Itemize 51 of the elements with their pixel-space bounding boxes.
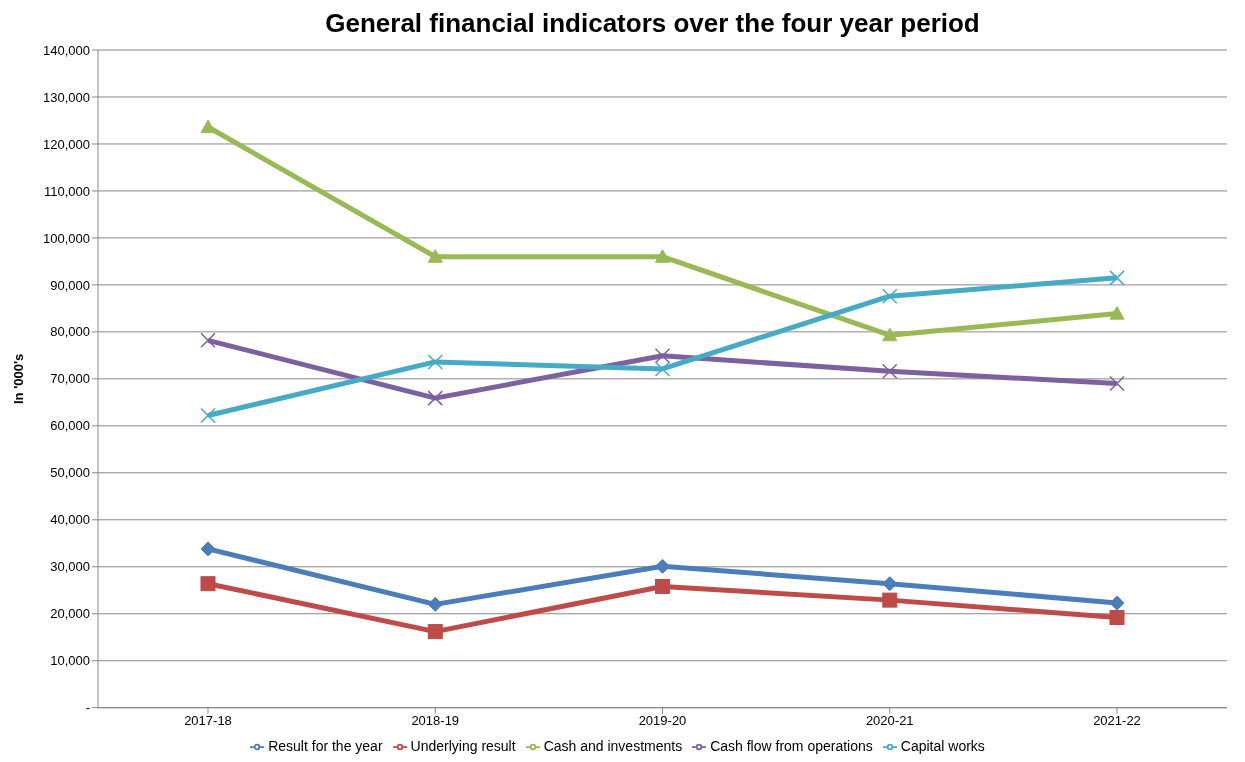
y-tick-label: 50,000 xyxy=(50,465,90,481)
y-tick-label: - xyxy=(85,700,90,716)
point xyxy=(1109,610,1125,625)
point xyxy=(200,332,216,349)
y-tick-label: 80,000 xyxy=(50,324,90,340)
x-tick-label: 2017-18 xyxy=(184,712,232,728)
point xyxy=(882,288,898,304)
point xyxy=(882,592,898,608)
point xyxy=(427,596,443,612)
point xyxy=(1109,375,1125,392)
legend-label: Capital works xyxy=(900,737,985,754)
point xyxy=(200,541,216,557)
chart-title: General financial indicators over the four year period xyxy=(324,8,981,40)
y-tick-label: 130,000 xyxy=(43,89,90,105)
y-tick-label: 60,000 xyxy=(50,418,90,434)
x-tick-label: 2019-20 xyxy=(638,712,687,728)
point xyxy=(1109,270,1125,286)
y-tick-label: 100,000 xyxy=(43,230,90,246)
point xyxy=(427,354,443,370)
y-tick-label: 120,000 xyxy=(43,136,90,152)
y-tick-label: 70,000 xyxy=(50,371,90,387)
point xyxy=(654,361,671,377)
point xyxy=(427,624,443,640)
x-tick-label: 2020-21 xyxy=(865,712,914,728)
point xyxy=(427,249,443,263)
legend-label: Result for the year xyxy=(268,737,383,754)
point xyxy=(654,348,671,364)
point xyxy=(200,407,216,424)
x-tick-label: 2021-22 xyxy=(1093,712,1141,728)
point xyxy=(655,558,670,574)
point xyxy=(655,249,670,263)
legend-label: Underlying result xyxy=(410,737,516,754)
legend-label: Cash and investments xyxy=(543,737,683,754)
point xyxy=(427,390,443,406)
point xyxy=(200,119,216,134)
x-tick-label: 2018-19 xyxy=(411,712,460,728)
y-tick-label: 110,000 xyxy=(43,183,90,199)
point xyxy=(1109,306,1125,320)
y-tick-label: 40,000 xyxy=(50,512,90,528)
point xyxy=(882,363,898,380)
point xyxy=(882,327,898,342)
y-tick-label: 20,000 xyxy=(50,606,90,622)
y-axis-title: In '000's xyxy=(10,353,26,404)
y-tick-label: 90,000 xyxy=(50,277,90,293)
legend-label: Cash flow from operations xyxy=(710,737,873,754)
y-tick-label: 10,000 xyxy=(50,653,90,669)
point xyxy=(200,576,216,592)
point xyxy=(882,576,898,592)
y-tick-label: 30,000 xyxy=(50,559,90,575)
y-tick-label: 140,000 xyxy=(43,42,90,58)
point xyxy=(655,579,670,594)
